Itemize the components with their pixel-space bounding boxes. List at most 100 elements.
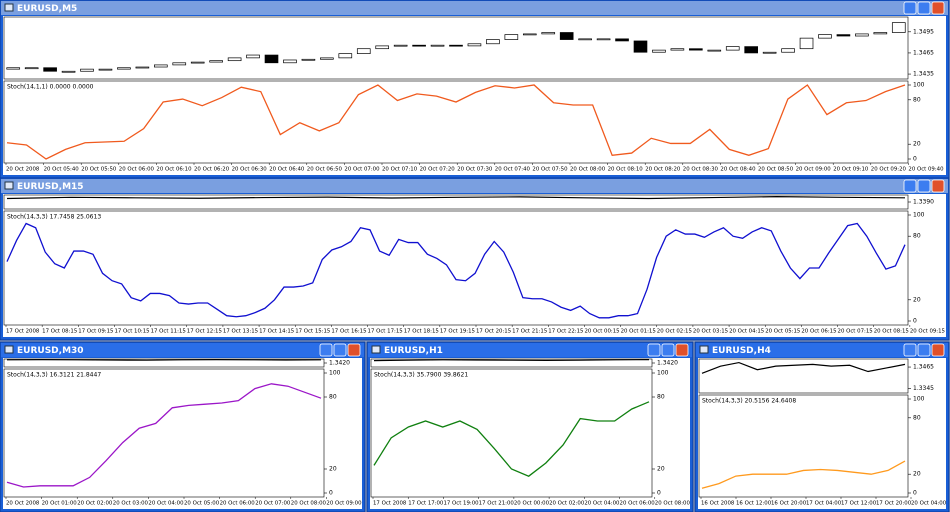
time-label: 20 Oct 08:30 [683,167,719,173]
stochastic-line [373,401,650,477]
maximize-button[interactable] [917,179,931,193]
window-icon [4,181,14,190]
time-label: 20 Oct 02:00 [549,501,585,507]
indicator-pane [3,210,909,326]
indicator-tick-label: 80 [329,394,337,401]
time-label: 20 Oct 07:10 [382,167,418,173]
candle [172,62,187,66]
time-label: 20 Oct 05:00 [184,501,220,507]
minimize-button[interactable] [903,179,917,193]
price-line [6,196,906,200]
time-label: 20 Oct 04:00 [148,501,184,507]
indicator-tick-label: 100 [913,82,925,89]
time-label: 17 Oct 09:15 [78,329,113,335]
indicator-label: Stoch(14,1,1) 0.0000 0.0000 [7,84,94,91]
indicator-tick-label: 0 [913,490,917,497]
time-label: 17 Oct 14:15 [259,329,294,335]
candle [836,34,851,37]
time-label: 20 Oct 00:15 [584,329,619,335]
indicator-tick-label: 100 [913,396,925,403]
time-label: 20 Oct 08:50 [758,167,794,173]
maximize-button[interactable] [917,1,931,15]
time-label: 16 Oct 2008 [701,501,735,507]
price-pane [698,358,909,394]
price-tick-label: 1.3465 [913,364,934,371]
window-icon [4,345,14,354]
indicator-tick-label: 20 [913,141,921,148]
maximize-button[interactable] [661,343,675,357]
candle [504,34,519,40]
indicator-tick-label: 20 [913,471,921,478]
candle [467,43,482,47]
time-label: 17 Oct 12:15 [187,329,222,335]
indicator-label: Stoch(14,3,3) 20.5156 24.6408 [702,398,796,405]
time-label: 20 Oct 06:15 [801,329,836,335]
time-label: 20 Oct 04:00 [584,501,620,507]
indicator-label: Stoch(14,3,3) 17.7458 25.0613 [7,214,101,221]
window-title: EURUSD,M5 [17,4,77,14]
time-label: 20 Oct 05:50 [81,167,117,173]
minimize-button[interactable] [903,343,917,357]
candle [209,60,223,63]
time-label: 16 Oct 20:00 [771,501,807,507]
price-tick-label: 1.3390 [913,199,934,206]
indicator-tick-label: 80 [913,96,921,103]
candle [689,48,703,51]
indicator-tick-label: 0 [913,318,917,325]
window-icon [371,345,381,354]
window-title: EURUSD,H4 [712,346,771,356]
minimize-button[interactable] [647,343,661,357]
close-button[interactable] [347,343,361,357]
candle [725,46,740,51]
time-label: 20 Oct 2008 [6,167,40,173]
time-label: 20 Oct 02:15 [657,329,692,335]
price-tick-label: 1.3495 [913,28,934,35]
candle [6,67,21,70]
time-label: 20 Oct 01:15 [621,329,656,335]
close-button[interactable] [931,179,945,193]
candle [24,67,39,70]
indicator-tick-label: 100 [913,212,925,219]
title-bar [1,1,948,15]
candle [762,51,777,54]
indicator-pane [3,80,909,164]
time-label: 20 Oct 04:00 [911,501,947,507]
time-label: 20 Oct 09:10 [833,167,869,173]
title-bar [1,343,364,357]
time-label: 20 Oct 06:10 [156,167,192,173]
candle [449,44,463,47]
minimize-button[interactable] [319,343,333,357]
time-label: 20 Oct 07:20 [420,167,456,173]
time-label: 17 Oct 20:15 [476,329,511,335]
price-tick-label: 1.3345 [913,385,934,392]
stochastic-line [6,383,322,488]
time-label: 20 Oct 07:15 [838,329,873,335]
price-tick-label: 1.3435 [913,71,934,78]
candle [80,68,94,72]
indicator-tick-label: 20 [657,466,665,473]
indicator-tick-label: 80 [913,233,921,240]
close-button[interactable] [675,343,689,357]
time-label: 20 Oct 06:00 [220,501,256,507]
price-line [373,359,650,362]
indicator-tick-label: 100 [657,370,669,377]
maximize-button[interactable] [917,343,931,357]
maximize-button[interactable] [333,343,347,357]
time-label: 20 Oct 02:00 [77,501,113,507]
time-label: 17 Oct 19:00 [443,501,479,507]
time-label: 20 Oct 06:20 [194,167,230,173]
minimize-button[interactable] [903,1,917,15]
candle [412,44,426,47]
candle [283,59,297,64]
candle [818,34,832,39]
time-label: 20 Oct 09:20 [871,167,907,173]
indicator-tick-label: 80 [657,394,665,401]
time-label: 17 Oct 12:00 [841,501,877,507]
indicator-pane [370,368,653,498]
close-button[interactable] [931,1,945,15]
candle [891,22,906,33]
time-label: 17 Oct 11:15 [151,329,186,335]
close-button[interactable] [931,343,945,357]
candle [652,49,666,53]
indicator-tick-label: 0 [657,490,661,497]
